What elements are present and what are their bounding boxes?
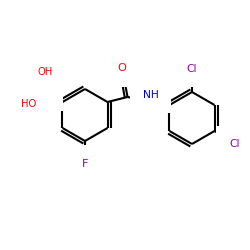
Text: NH: NH — [142, 90, 158, 100]
Text: O: O — [117, 63, 126, 73]
Text: F: F — [82, 159, 88, 169]
Text: B: B — [41, 87, 49, 97]
Text: HO: HO — [22, 99, 37, 109]
Text: Cl: Cl — [229, 139, 239, 149]
Text: OH: OH — [38, 67, 53, 77]
Text: Cl: Cl — [187, 64, 197, 74]
